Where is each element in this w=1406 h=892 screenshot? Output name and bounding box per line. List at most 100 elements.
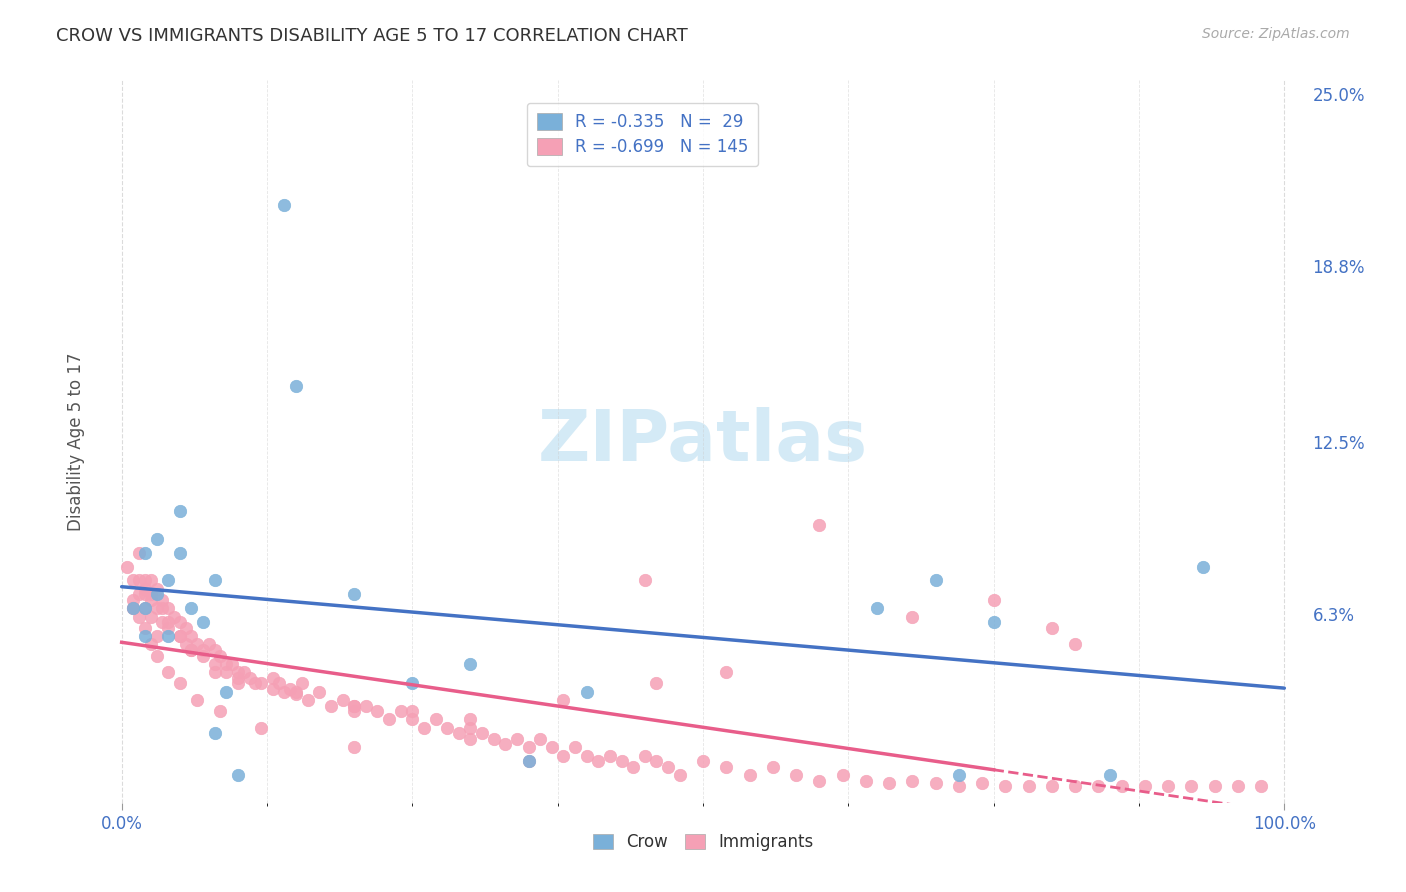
- Point: [122, 601, 145, 615]
- Point: [273, 684, 295, 698]
- Point: [232, 665, 254, 680]
- Point: [134, 621, 156, 635]
- Point: [128, 609, 150, 624]
- Point: [621, 760, 644, 774]
- Point: [134, 546, 156, 560]
- Point: [553, 748, 575, 763]
- Point: [994, 779, 1017, 793]
- Point: [948, 779, 970, 793]
- Point: [226, 768, 249, 782]
- Point: [1226, 779, 1249, 793]
- Point: [460, 713, 482, 727]
- Point: [122, 574, 145, 588]
- Point: [1180, 779, 1202, 793]
- Point: [1204, 779, 1226, 793]
- Point: [866, 601, 889, 615]
- Point: [139, 587, 162, 601]
- Point: [517, 754, 540, 768]
- Point: [1087, 779, 1109, 793]
- Point: [139, 637, 162, 651]
- Point: [226, 676, 249, 690]
- Point: [134, 601, 156, 615]
- Point: [808, 773, 831, 788]
- Point: [657, 760, 679, 774]
- Point: [157, 615, 180, 630]
- Point: [610, 754, 633, 768]
- Point: [1064, 779, 1087, 793]
- Point: [180, 643, 202, 657]
- Point: [215, 657, 238, 671]
- Point: [180, 643, 202, 657]
- Point: [186, 637, 208, 651]
- Text: Source: ZipAtlas.com: Source: ZipAtlas.com: [1202, 27, 1350, 41]
- Point: [169, 629, 191, 643]
- Point: [285, 687, 308, 701]
- Point: [413, 721, 436, 735]
- Point: [191, 643, 214, 657]
- Point: [401, 713, 423, 727]
- Point: [128, 587, 150, 601]
- Point: [517, 754, 540, 768]
- Point: [174, 621, 197, 635]
- Point: [378, 713, 401, 727]
- Point: [150, 601, 173, 615]
- Point: [163, 609, 186, 624]
- Point: [150, 615, 173, 630]
- Point: [250, 721, 273, 735]
- Point: [291, 676, 314, 690]
- Point: [169, 676, 191, 690]
- Point: [180, 601, 202, 615]
- Point: [239, 671, 262, 685]
- Point: [401, 676, 423, 690]
- Point: [634, 748, 657, 763]
- Point: [471, 726, 494, 740]
- Point: [215, 684, 238, 698]
- Point: [1133, 779, 1156, 793]
- Point: [285, 379, 308, 393]
- Point: [1157, 779, 1180, 793]
- Point: [122, 593, 145, 607]
- Point: [180, 629, 202, 643]
- Point: [343, 587, 366, 601]
- Point: [924, 574, 946, 588]
- Point: [134, 601, 156, 615]
- Point: [215, 665, 238, 680]
- Point: [169, 615, 191, 630]
- Point: [482, 731, 505, 746]
- Point: [970, 776, 993, 790]
- Point: [128, 546, 150, 560]
- Point: [145, 582, 167, 596]
- Point: [134, 587, 156, 601]
- Point: [401, 704, 423, 718]
- Point: [343, 740, 366, 755]
- Y-axis label: Disability Age 5 to 17: Disability Age 5 to 17: [66, 352, 84, 531]
- Point: [366, 704, 388, 718]
- Point: [204, 574, 226, 588]
- Point: [716, 760, 738, 774]
- Point: [226, 671, 249, 685]
- Point: [139, 593, 162, 607]
- Point: [354, 698, 377, 713]
- Point: [1064, 637, 1087, 651]
- Point: [1040, 779, 1063, 793]
- Point: [122, 601, 145, 615]
- Point: [517, 740, 540, 755]
- Point: [948, 768, 970, 782]
- Point: [540, 740, 562, 755]
- Point: [575, 684, 598, 698]
- Point: [204, 665, 226, 680]
- Point: [174, 637, 197, 651]
- Point: [855, 773, 877, 788]
- Point: [209, 704, 232, 718]
- Point: [553, 693, 575, 707]
- Point: [668, 768, 690, 782]
- Point: [1018, 779, 1040, 793]
- Point: [1111, 779, 1133, 793]
- Text: CROW VS IMMIGRANTS DISABILITY AGE 5 TO 17 CORRELATION CHART: CROW VS IMMIGRANTS DISABILITY AGE 5 TO 1…: [56, 27, 688, 45]
- Point: [157, 665, 180, 680]
- Text: ZIPatlas: ZIPatlas: [538, 407, 868, 476]
- Point: [599, 748, 621, 763]
- Point: [831, 768, 853, 782]
- Point: [460, 657, 482, 671]
- Point: [575, 748, 598, 763]
